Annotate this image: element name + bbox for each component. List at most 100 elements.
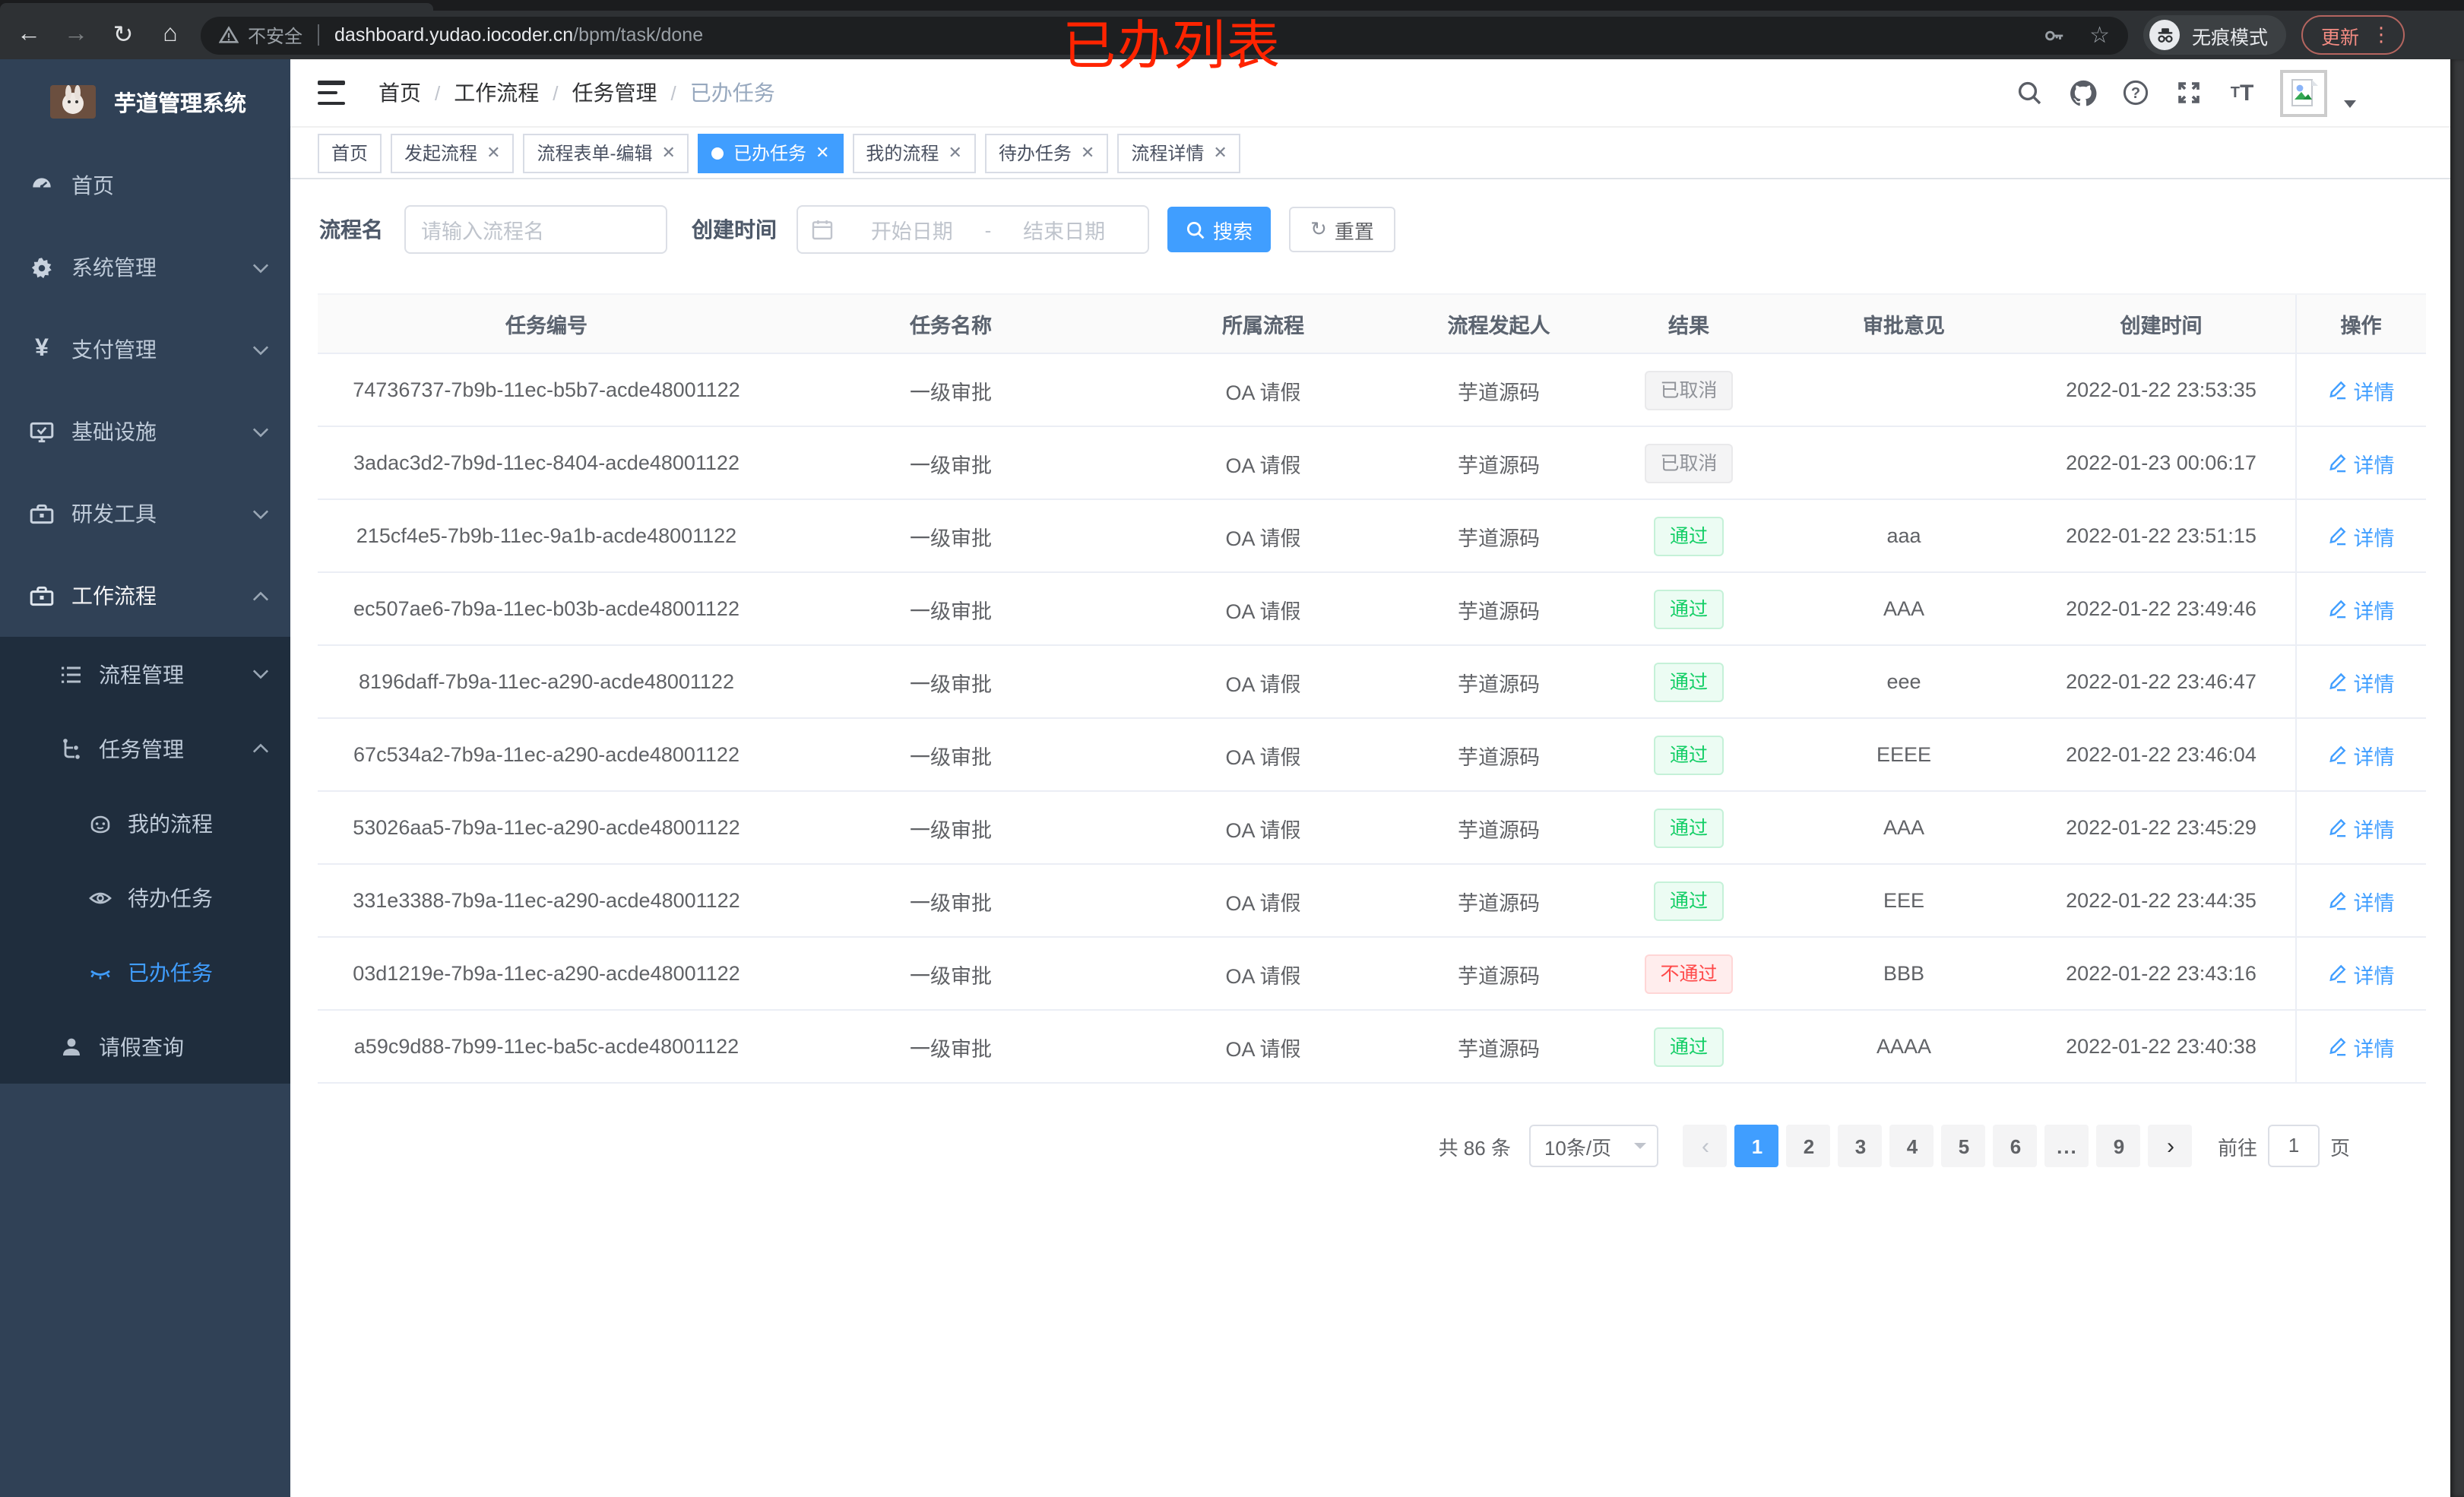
reload-button[interactable]: ↻	[112, 23, 134, 49]
breadcrumb-separator: /	[553, 81, 559, 104]
col-task-name: 任务名称	[775, 293, 1126, 354]
prev-page-button[interactable]: ‹	[1683, 1125, 1728, 1167]
update-button[interactable]: 更新 ⋮	[2301, 15, 2405, 55]
detail-link[interactable]: 详情	[2328, 375, 2395, 405]
page-size-select[interactable]: 10条/页	[1528, 1125, 1658, 1167]
sidebar-item-label: 系统管理	[71, 255, 157, 280]
browser-tabstrip	[0, 0, 2464, 11]
gear-icon	[29, 255, 55, 280]
tab-home[interactable]: 首页	[318, 133, 382, 172]
avatar-caret-icon[interactable]	[2344, 100, 2356, 107]
sidebar-item-workflow[interactable]: 工作流程	[0, 555, 290, 637]
detail-link[interactable]: 详情	[2328, 448, 2395, 478]
browser-active-tab[interactable]	[0, 3, 433, 11]
cell-task-name: 一级审批	[775, 1010, 1126, 1084]
window-scrollbar[interactable]	[2450, 59, 2464, 1497]
detail-link[interactable]: 详情	[2328, 958, 2395, 989]
detail-link[interactable]: 详情	[2328, 666, 2395, 697]
sidebar-logo[interactable]: 芋道管理系统	[0, 59, 290, 144]
cell-task-id: 331e3388-7b9a-11ec-a290-acde48001122	[318, 864, 775, 938]
search-button[interactable]: 搜索	[1167, 207, 1271, 252]
tab-process-detail[interactable]: 流程详情 ✕	[1117, 133, 1241, 172]
page-content: 流程名 请输入流程名 创建时间 开始日期 - 结束日期	[290, 179, 2450, 1497]
create-time-label: 创建时间	[692, 217, 777, 242]
detail-link[interactable]: 详情	[2328, 1031, 2395, 1062]
reset-button[interactable]: ↻ 重置	[1289, 207, 1395, 252]
detail-link[interactable]: 详情	[2328, 593, 2395, 624]
page-number-button[interactable]: 1	[1734, 1125, 1779, 1167]
sidebar-item-infra[interactable]: 基础设施	[0, 391, 290, 473]
close-icon[interactable]: ✕	[1213, 144, 1227, 163]
date-range-input[interactable]: 开始日期 - 结束日期	[797, 205, 1149, 254]
tab-my-process[interactable]: 我的流程 ✕	[852, 133, 976, 172]
browser-menu-icon[interactable]: ⋮	[2371, 23, 2392, 46]
detail-link[interactable]: 详情	[2328, 885, 2395, 916]
breadcrumb-item[interactable]: 任务管理	[572, 81, 657, 105]
page-number-button[interactable]: 4	[1889, 1125, 1934, 1167]
page-number-button[interactable]: 6	[1993, 1125, 2038, 1167]
sidebar-item-leave-query[interactable]: 请假查询	[0, 1009, 290, 1084]
goto-page-input[interactable]: 1	[2267, 1125, 2320, 1167]
detail-link[interactable]: 详情	[2328, 521, 2395, 551]
cell-process: OA 请假	[1126, 499, 1400, 573]
sidebar-item-system[interactable]: 系统管理	[0, 226, 290, 309]
incognito-label: 无痕模式	[2192, 27, 2269, 48]
tab-start-process[interactable]: 发起流程 ✕	[391, 133, 515, 172]
close-icon[interactable]: ✕	[1080, 144, 1095, 163]
help-icon[interactable]: ?	[2120, 78, 2151, 108]
forward-button[interactable]: →	[64, 21, 88, 47]
cell-task-name: 一级审批	[775, 572, 1126, 646]
page-number-button[interactable]: 9	[2096, 1125, 2141, 1167]
sidebar-item-process-mgmt[interactable]: 流程管理	[0, 637, 290, 711]
back-button[interactable]: ←	[17, 21, 41, 47]
github-icon[interactable]	[2067, 78, 2098, 108]
svg-text:?: ?	[2131, 85, 2140, 102]
calendar-icon	[812, 219, 833, 240]
close-icon[interactable]: ✕	[948, 144, 962, 163]
page-number-button[interactable]: 2	[1786, 1125, 1831, 1167]
breadcrumb-item[interactable]: 首页	[378, 81, 421, 105]
tab-todo-task[interactable]: 待办任务 ✕	[984, 133, 1109, 172]
next-page-button[interactable]: ›	[2148, 1125, 2193, 1167]
url-bar[interactable]: 不安全 dashboard.yudao.iocoder.cn /bpm/task…	[201, 16, 2128, 54]
tab-process-form-edit[interactable]: 流程表单-编辑 ✕	[523, 133, 689, 172]
cell-process: OA 请假	[1126, 353, 1400, 427]
key-icon[interactable]	[2042, 24, 2065, 46]
fullscreen-icon[interactable]	[2174, 78, 2204, 108]
sidebar-item-home[interactable]: 首页	[0, 144, 290, 226]
detail-link[interactable]: 详情	[2328, 739, 2395, 770]
cell-comment: eee	[1780, 645, 2028, 719]
page-number-button[interactable]: 3	[1838, 1125, 1883, 1167]
page-number-button[interactable]: ...	[2044, 1125, 2089, 1167]
col-process: 所属流程	[1126, 293, 1400, 354]
sidebar-item-todo-task[interactable]: 待办任务	[0, 860, 290, 935]
detail-link[interactable]: 详情	[2328, 812, 2395, 843]
tab-done-task[interactable]: 已办任务 ✕	[698, 133, 844, 172]
bookmark-star-icon[interactable]: ☆	[2089, 23, 2110, 49]
sidebar-item-dev[interactable]: 研发工具	[0, 473, 290, 555]
cell-task-name: 一级审批	[775, 791, 1126, 865]
process-name-input[interactable]: 请输入流程名	[404, 205, 667, 254]
avatar[interactable]	[2280, 69, 2327, 116]
close-icon[interactable]: ✕	[815, 144, 830, 163]
detail-link-label: 详情	[2353, 745, 2395, 768]
sidebar-item-task-mgmt[interactable]: 任务管理	[0, 711, 290, 786]
cell-created: 2022-01-22 23:46:47	[2028, 645, 2295, 719]
tab-label: 首页	[331, 143, 369, 164]
close-icon[interactable]: ✕	[661, 144, 676, 163]
close-icon[interactable]: ✕	[486, 144, 501, 163]
home-button[interactable]: ⌂	[163, 21, 178, 47]
page-number-button[interactable]: 5	[1941, 1125, 1986, 1167]
filter-bar: 流程名 请输入流程名 创建时间 开始日期 - 结束日期	[318, 205, 2450, 254]
table-row: 03d1219e-7b9a-11ec-a290-acde48001122 一级审…	[318, 937, 2426, 1011]
sidebar-item-pay[interactable]: ¥ 支付管理	[0, 309, 290, 391]
sidebar-item-my-process[interactable]: 我的流程	[0, 786, 290, 860]
cell-result: 已取消	[1598, 426, 1780, 500]
sidebar-collapse-icon[interactable]	[318, 81, 345, 105]
sidebar-item-done-task[interactable]: 已办任务	[0, 935, 290, 1009]
workflow-submenu: 流程管理 任务管理	[0, 637, 290, 1084]
breadcrumb-item[interactable]: 工作流程	[454, 81, 540, 105]
table-row: 331e3388-7b9a-11ec-a290-acde48001122 一级审…	[318, 864, 2426, 938]
search-icon[interactable]	[2014, 78, 2044, 108]
